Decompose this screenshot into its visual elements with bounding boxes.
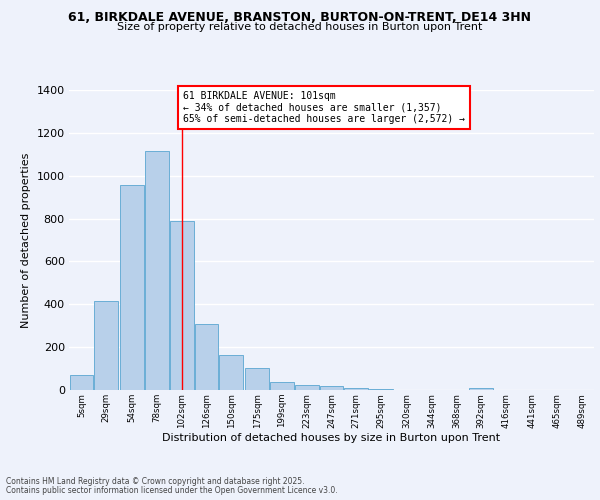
Y-axis label: Number of detached properties: Number of detached properties bbox=[21, 152, 31, 328]
Text: Contains public sector information licensed under the Open Government Licence v3: Contains public sector information licen… bbox=[6, 486, 338, 495]
Bar bbox=[220, 354, 243, 390]
X-axis label: Distribution of detached houses by size in Burton upon Trent: Distribution of detached houses by size … bbox=[163, 433, 500, 443]
Text: Size of property relative to detached houses in Burton upon Trent: Size of property relative to detached ho… bbox=[118, 22, 482, 32]
Bar bbox=[120, 186, 144, 390]
Bar bbox=[194, 324, 218, 390]
Text: 61, BIRKDALE AVENUE, BRANSTON, BURTON-ON-TRENT, DE14 3HN: 61, BIRKDALE AVENUE, BRANSTON, BURTON-ON… bbox=[68, 11, 532, 24]
Bar bbox=[469, 388, 493, 390]
Bar bbox=[270, 382, 294, 390]
Bar bbox=[320, 386, 343, 390]
Bar bbox=[344, 388, 368, 390]
Bar bbox=[245, 368, 269, 390]
Text: 61 BIRKDALE AVENUE: 101sqm
← 34% of detached houses are smaller (1,357)
65% of s: 61 BIRKDALE AVENUE: 101sqm ← 34% of deta… bbox=[182, 91, 464, 124]
Text: Contains HM Land Registry data © Crown copyright and database right 2025.: Contains HM Land Registry data © Crown c… bbox=[6, 477, 305, 486]
Bar bbox=[94, 301, 118, 390]
Bar bbox=[369, 389, 393, 390]
Bar bbox=[70, 375, 93, 390]
Bar bbox=[170, 220, 194, 390]
Bar bbox=[145, 151, 169, 390]
Bar bbox=[295, 386, 319, 390]
